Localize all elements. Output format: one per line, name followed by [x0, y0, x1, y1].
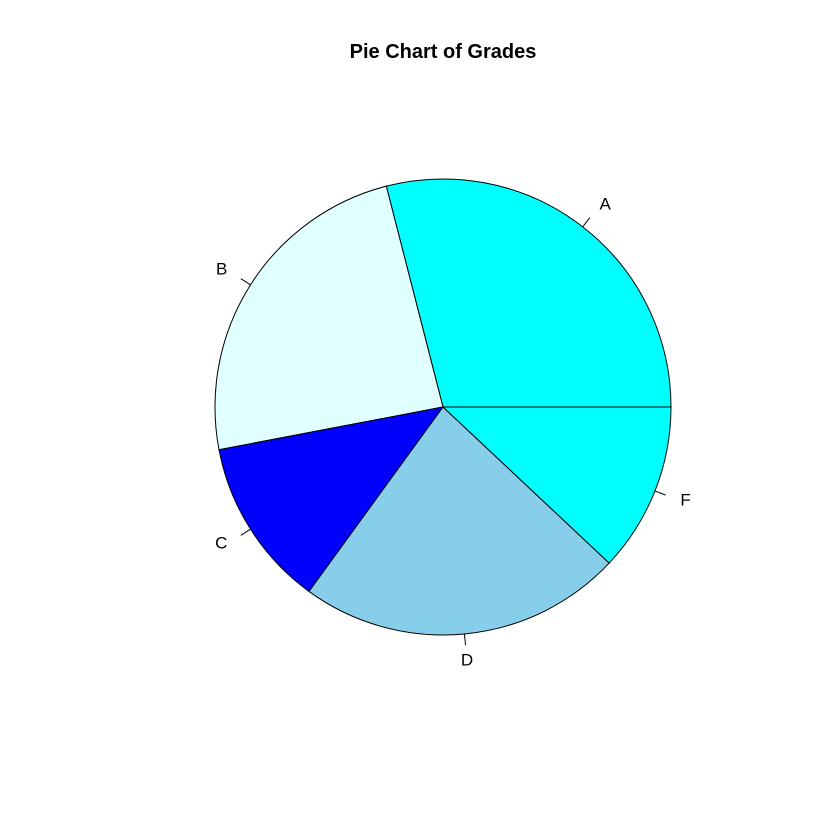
pie-label-f: F: [680, 490, 690, 509]
pie-label-tick-f: [654, 490, 666, 496]
pie-label-tick-b: [240, 278, 251, 286]
pie-slice-a: [385, 178, 672, 408]
pie-slice-b: [214, 185, 444, 451]
pie-label-c: C: [215, 533, 227, 552]
pie-label-tick-c: [240, 528, 251, 536]
pie-slice-d: [308, 406, 610, 636]
pie-label-b: B: [216, 260, 227, 279]
pie-slices: [214, 178, 672, 636]
pie-slice-c: [218, 406, 445, 593]
pie-label-tick-d: [463, 633, 467, 646]
pie-label-a: A: [600, 195, 612, 214]
chart-title: Pie Chart of Grades: [350, 41, 537, 63]
pie-label-tick-a: [582, 217, 591, 228]
pie-labels: A B C D F: [215, 195, 691, 670]
pie-label-d: D: [461, 651, 473, 670]
